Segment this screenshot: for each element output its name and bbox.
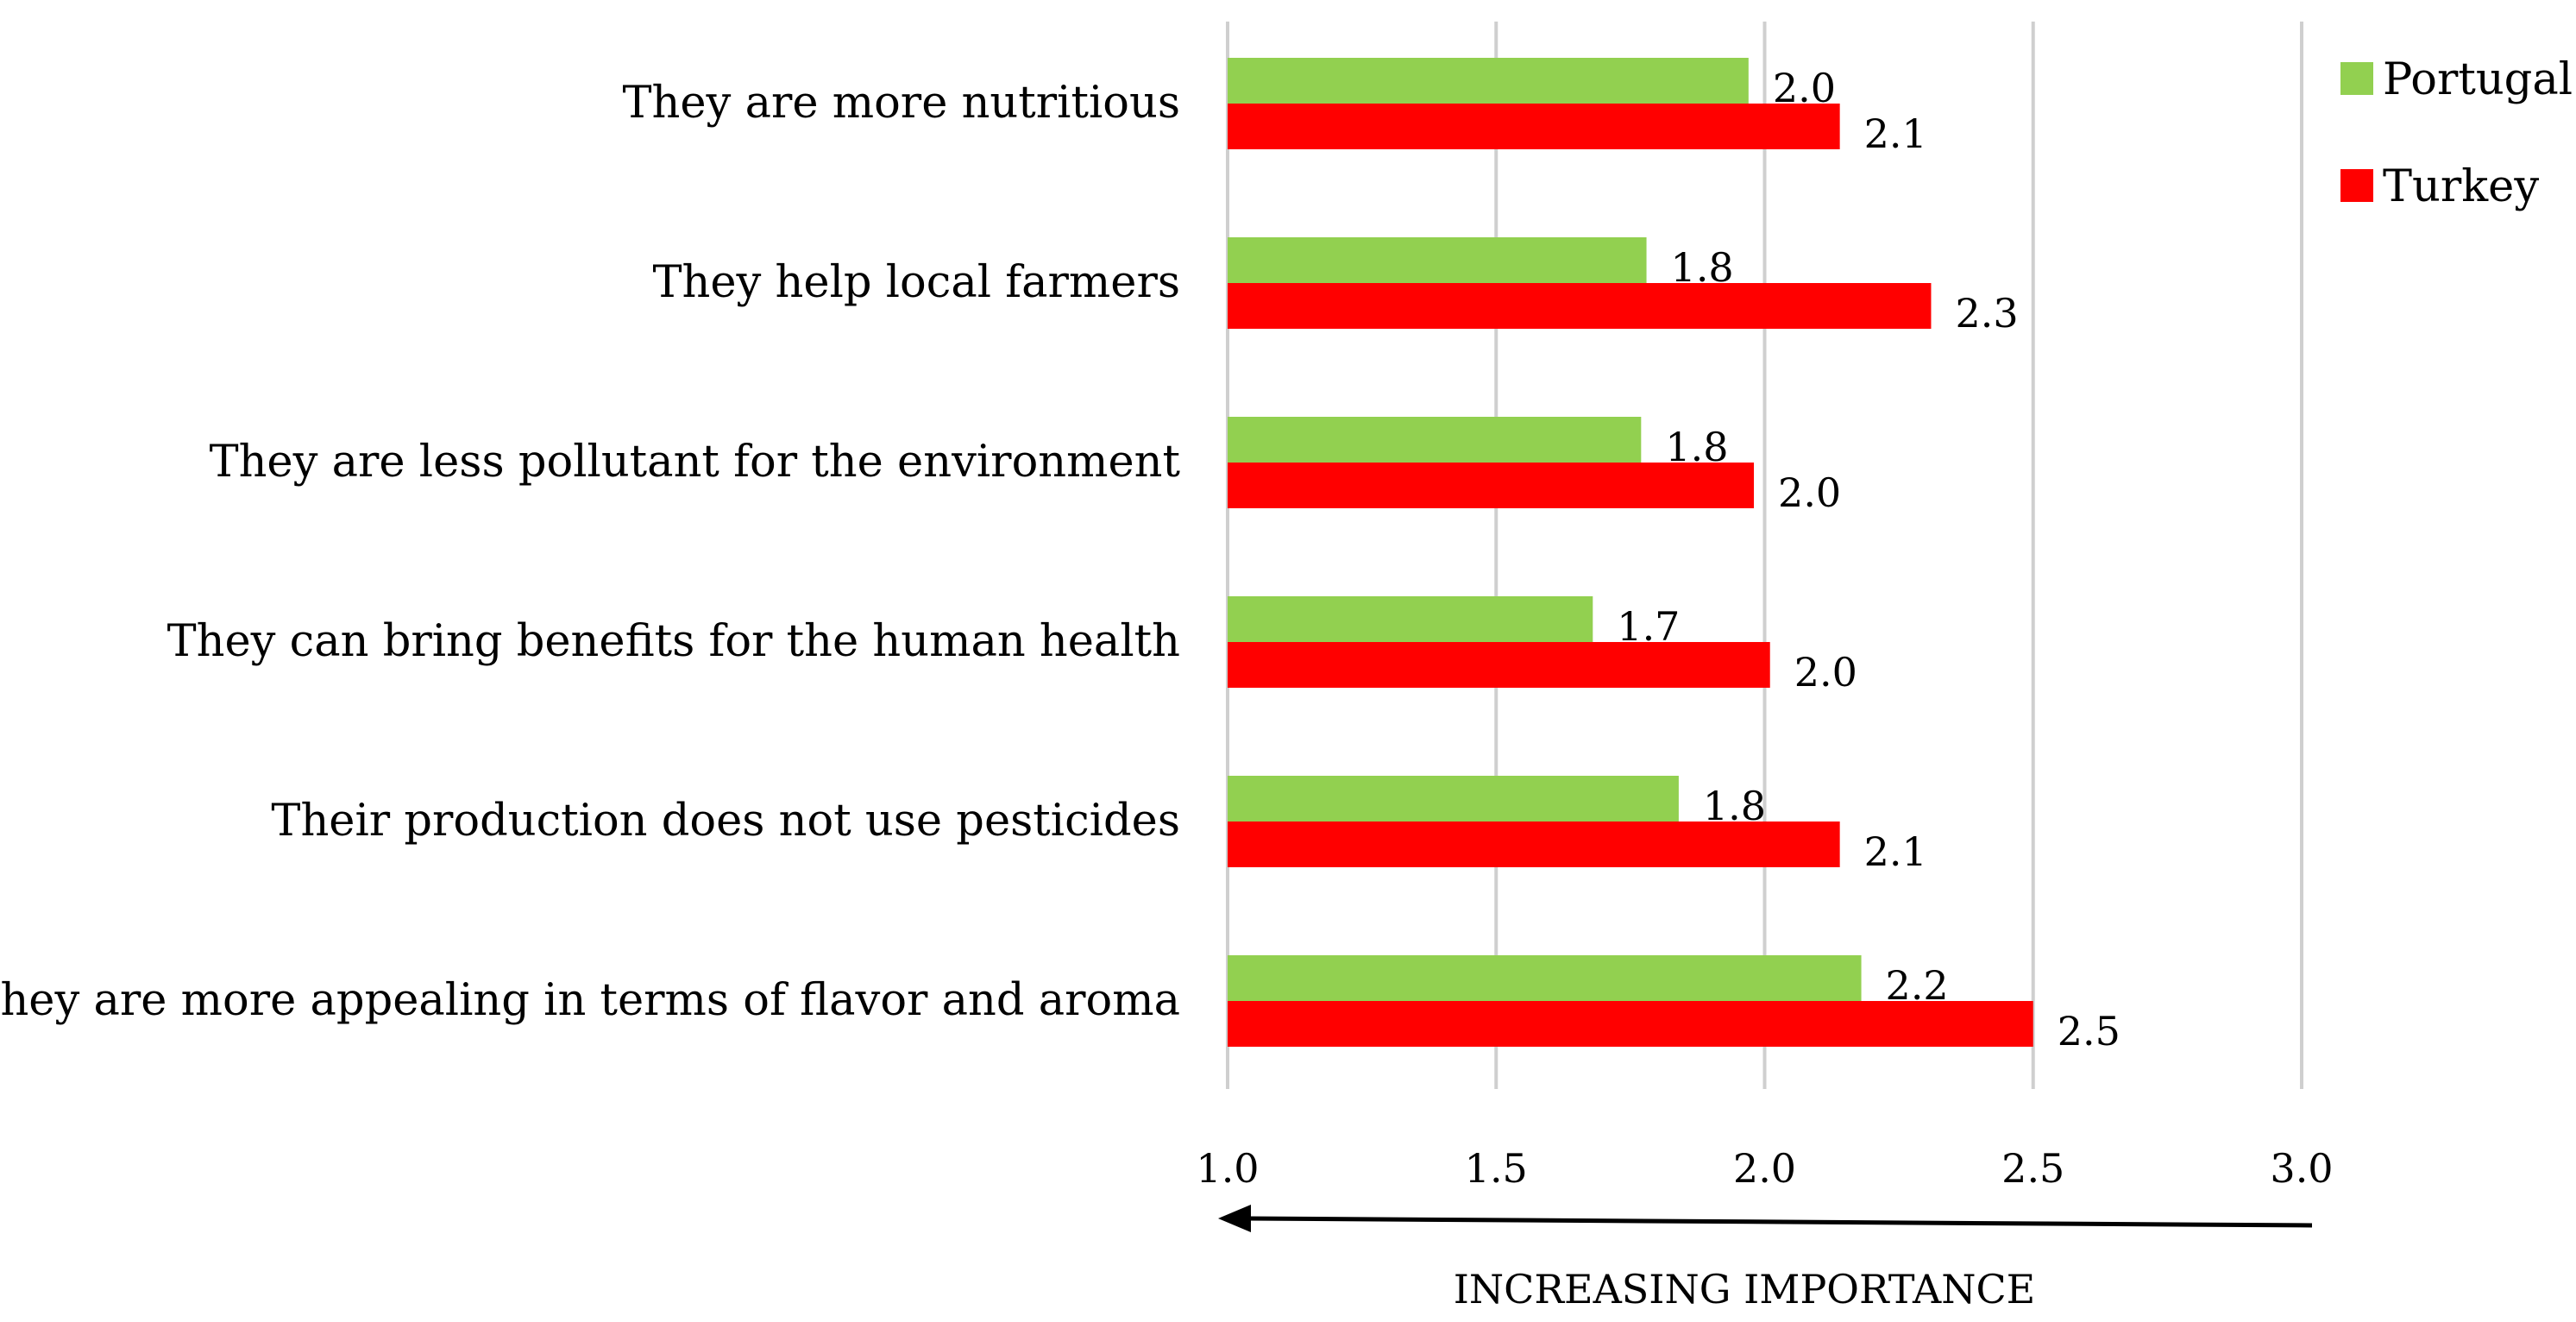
x-tick-label: 2.5 xyxy=(2001,1145,2064,1192)
category-label: They are more appealing in terms of flav… xyxy=(0,975,1180,1026)
data-label-turkey: 2.5 xyxy=(2058,1008,2120,1054)
data-label-portugal: 1.8 xyxy=(1703,783,1766,829)
data-label-turkey: 2.0 xyxy=(1778,469,1841,516)
legend-swatch-turkey xyxy=(2340,169,2373,202)
category-labels: They are more nutritious They help local … xyxy=(0,78,1181,1026)
bar-turkey xyxy=(1228,1001,2033,1047)
x-tick-label: 1.0 xyxy=(1196,1145,1259,1192)
bar-turkey xyxy=(1228,463,1755,508)
importance-arrow xyxy=(1218,1205,2313,1232)
data-label-portugal: 1.8 xyxy=(1665,424,1728,470)
bar-turkey xyxy=(1228,822,1840,867)
data-label-portugal: 1.7 xyxy=(1617,603,1680,650)
data-label-turkey: 2.0 xyxy=(1794,649,1857,696)
data-labels: 2.0 2.1 1.8 2.3 1.8 2.0 1.7 2.0 1.8 2.1 2.2 2.5 xyxy=(1617,65,2120,1054)
category-label: They are more nutritious xyxy=(623,78,1181,129)
data-label-turkey: 2.1 xyxy=(1864,110,1927,157)
bar-portugal xyxy=(1228,955,1862,1001)
x-axis-title: INCREASING IMPORTANCE xyxy=(1454,1266,2036,1313)
category-label: They are less pollutant for the environm… xyxy=(210,437,1181,488)
bars xyxy=(1228,58,2033,1047)
bar-portugal xyxy=(1228,237,1647,283)
x-axis-ticks: 1.0 1.5 2.0 2.5 3.0 xyxy=(1196,1145,2333,1192)
category-label: They can bring benefits for the human he… xyxy=(167,616,1180,667)
category-label: Their production does not use pesticides xyxy=(271,796,1180,847)
bar-turkey xyxy=(1228,104,1840,149)
importance-arrow-line xyxy=(1246,1216,2313,1228)
bar-turkey xyxy=(1228,283,1932,329)
data-label-turkey: 2.1 xyxy=(1864,828,1927,875)
bar-portugal xyxy=(1228,596,1593,642)
bar-turkey xyxy=(1228,642,1770,688)
legend-swatch-portugal xyxy=(2340,62,2373,95)
data-label-portugal: 2.0 xyxy=(1773,65,1836,111)
category-label: They help local farmers xyxy=(652,257,1180,308)
x-tick-label: 1.5 xyxy=(1465,1145,1528,1192)
bar-portugal xyxy=(1228,776,1679,822)
legend: Portugal Turkey xyxy=(2340,54,2573,212)
data-label-turkey: 2.3 xyxy=(1955,290,2018,337)
bar-portugal xyxy=(1228,58,1749,104)
gridlines xyxy=(1226,22,2303,1089)
arrow-head-icon xyxy=(1218,1205,1251,1232)
legend-label-portugal: Portugal xyxy=(2383,54,2573,105)
data-label-portugal: 2.2 xyxy=(1886,962,1949,1009)
x-tick-label: 3.0 xyxy=(2270,1145,2333,1192)
bar-portugal xyxy=(1228,417,1642,463)
data-label-portugal: 1.8 xyxy=(1671,244,1734,291)
x-tick-label: 2.0 xyxy=(1733,1145,1796,1192)
legend-label-turkey: Turkey xyxy=(2383,161,2539,212)
